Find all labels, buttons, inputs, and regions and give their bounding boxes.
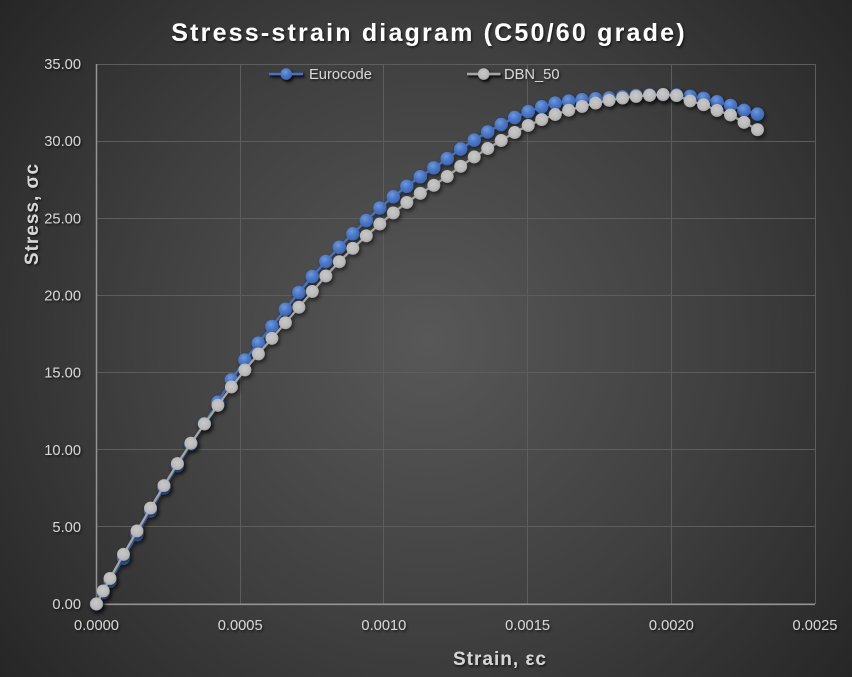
svg-text:0.0000: 0.0000: [74, 618, 119, 634]
svg-text:35.00: 35.00: [44, 57, 81, 73]
svg-text:0.0010: 0.0010: [361, 618, 406, 634]
svg-text:Stress-strain diagram (C50/60: Stress-strain diagram (C50/60 grade): [171, 19, 686, 47]
svg-text:10.00: 10.00: [44, 443, 81, 459]
svg-text:DBN_50: DBN_50: [504, 67, 560, 83]
svg-text:30.00: 30.00: [44, 134, 81, 150]
svg-text:Eurocode: Eurocode: [309, 67, 372, 83]
svg-text:0.0005: 0.0005: [218, 618, 263, 634]
svg-text:5.00: 5.00: [52, 520, 81, 536]
svg-text:Stress, σc: Stress, σc: [22, 163, 43, 265]
svg-text:25.00: 25.00: [44, 211, 81, 227]
svg-text:0.0015: 0.0015: [505, 618, 550, 634]
svg-text:0.0025: 0.0025: [793, 618, 838, 634]
svg-text:Strain, εc: Strain, εc: [453, 649, 547, 670]
svg-text:0.0020: 0.0020: [649, 618, 694, 634]
svg-text:0.00: 0.00: [52, 597, 81, 613]
svg-text:20.00: 20.00: [44, 289, 81, 305]
svg-text:15.00: 15.00: [44, 366, 81, 382]
